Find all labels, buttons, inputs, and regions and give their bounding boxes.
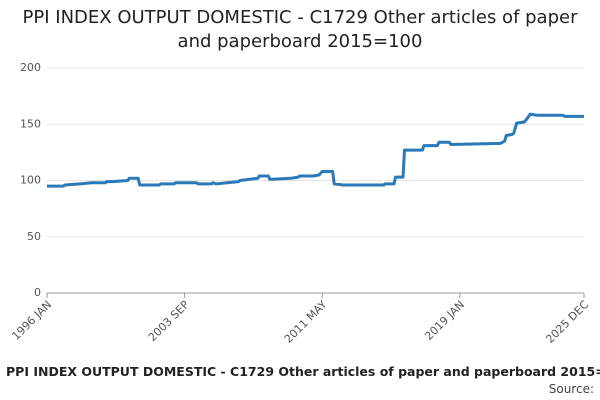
y-tick-label: 200 (20, 61, 41, 74)
y-tick-label: 50 (27, 230, 41, 243)
y-tick-label: 0 (34, 286, 41, 299)
footer-title: PPI INDEX OUTPUT DOMESTIC - C1729 Other … (6, 364, 600, 379)
line-series (47, 112, 584, 188)
x-tick-label: 2019 JAN (422, 298, 467, 343)
x-tick-label: 2011 MAY (282, 298, 330, 346)
y-tick-label: 150 (20, 117, 41, 130)
x-tick-label: 2025 DEC (543, 298, 591, 346)
source: Source: (548, 382, 594, 396)
chart-title: PPI INDEX OUTPUT DOMESTIC - C1729 Other … (22, 7, 578, 52)
x-tick-label: 1996 JAN (9, 298, 54, 343)
x-tick-label: 2003 SEP (146, 298, 192, 344)
y-tick-label: 100 (20, 174, 41, 187)
